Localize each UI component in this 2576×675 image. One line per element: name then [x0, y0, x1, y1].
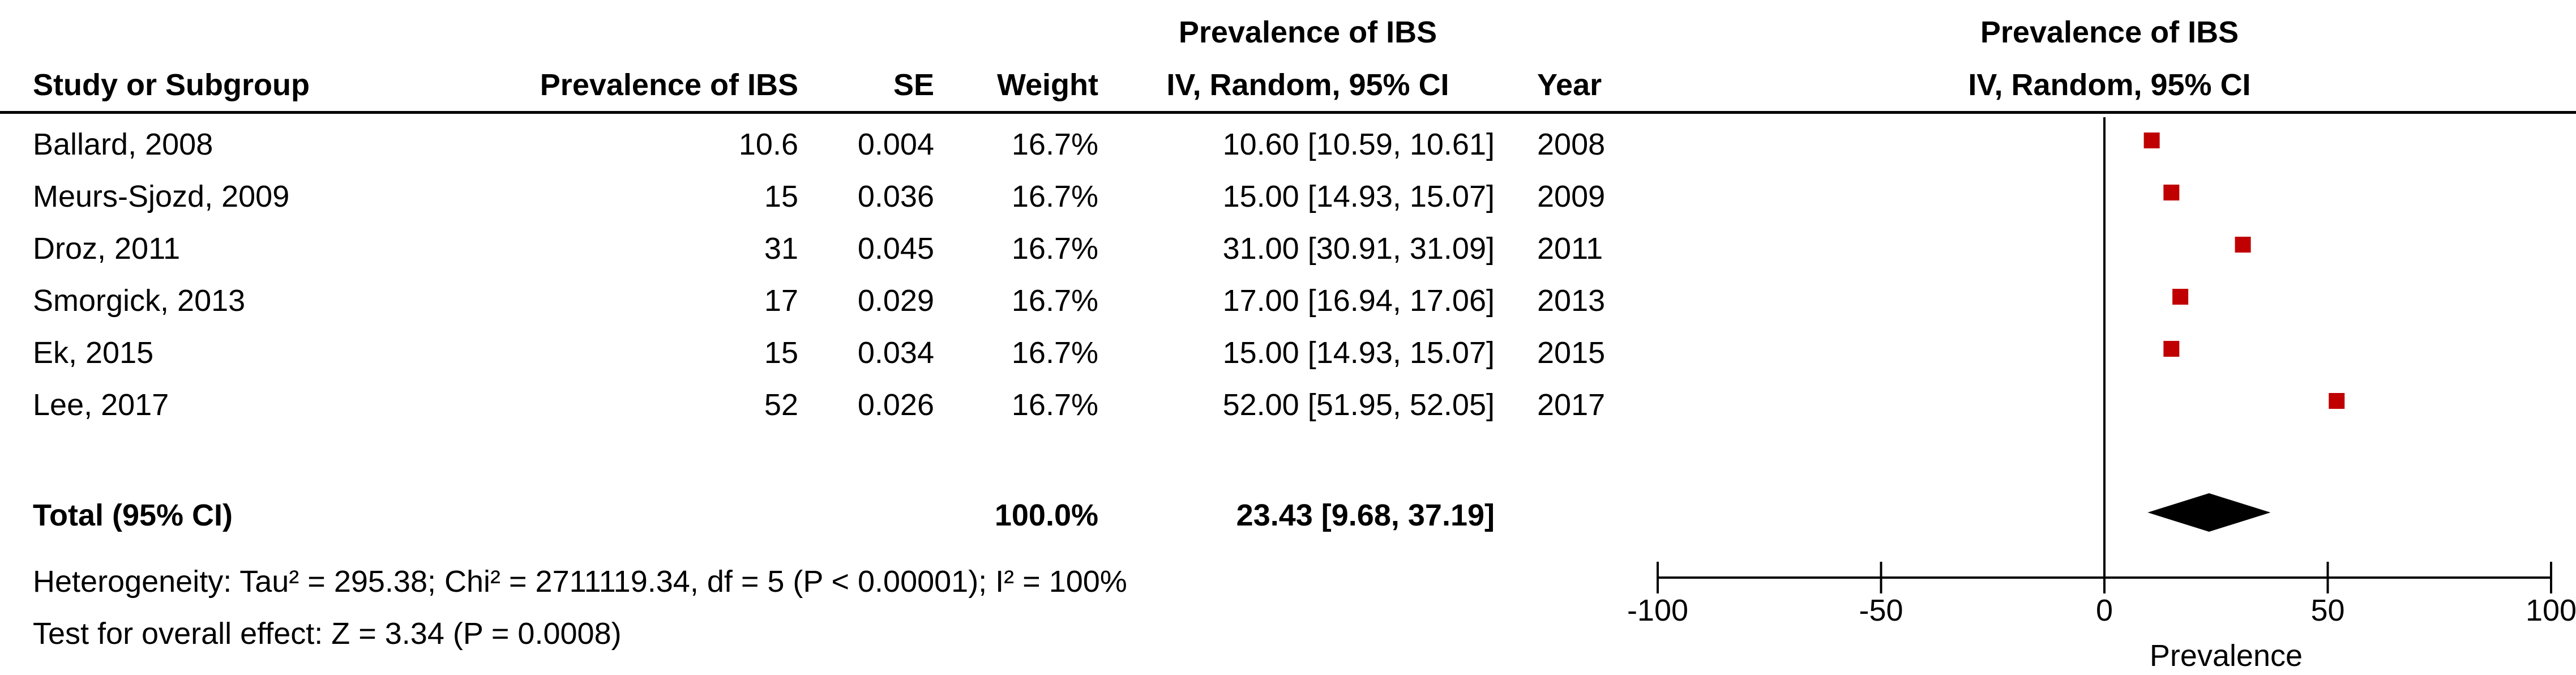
x-axis-tick-label: 100	[2526, 593, 2576, 627]
ci-value: 52.00 [51.95, 52.05]	[1222, 388, 1495, 422]
pooled-diamond	[2147, 493, 2271, 532]
study-marker	[2235, 237, 2251, 253]
weight-value: 16.7%	[1011, 284, 1098, 318]
plot-title: Prevalence of IBS	[1980, 15, 2239, 49]
year-value: 2008	[1537, 127, 1606, 161]
se-value: 0.036	[857, 180, 934, 213]
weight-value: 16.7%	[1011, 127, 1098, 161]
study-name: Smorgick, 2013	[33, 284, 246, 318]
prevalence-column-header: Prevalence of IBS	[540, 68, 798, 102]
x-axis-label: Prevalence	[2150, 639, 2303, 673]
se-value: 0.026	[857, 388, 934, 422]
prevalence-value: 15	[764, 336, 798, 370]
study-marker	[2163, 185, 2180, 200]
study-name: Ek, 2015	[33, 336, 154, 370]
x-axis-tick-label: 50	[2310, 593, 2344, 627]
se-column-header: SE	[893, 68, 934, 102]
heterogeneity-stats: Heterogeneity: Tau² = 295.38; Chi² = 271…	[33, 565, 1127, 599]
study-marker	[2163, 341, 2180, 357]
ci-value: 15.00 [14.93, 15.07]	[1222, 180, 1495, 213]
ci-value: 17.00 [16.94, 17.06]	[1222, 284, 1495, 318]
se-value: 0.029	[857, 284, 934, 318]
x-axis-tick-label: -50	[1859, 593, 1903, 627]
se-value: 0.034	[857, 336, 934, 370]
ci-value: 15.00 [14.93, 15.07]	[1222, 336, 1495, 370]
year-value: 2017	[1537, 388, 1606, 422]
study-marker	[2329, 393, 2345, 409]
ci-value: 31.00 [30.91, 31.09]	[1222, 232, 1495, 266]
se-value: 0.004	[857, 127, 934, 161]
header-rule	[0, 111, 2576, 114]
weight-value: 16.7%	[1011, 232, 1098, 266]
study-name: Meurs-Sjozd, 2009	[33, 180, 290, 213]
ci-value: 10.60 [10.59, 10.61]	[1222, 127, 1495, 161]
prevalence-value: 31	[764, 232, 798, 266]
year-column-header: Year	[1537, 68, 1602, 102]
year-value: 2013	[1537, 284, 1606, 318]
total-label: Total (95% CI)	[33, 498, 233, 532]
weight-column-header: Weight	[997, 68, 1098, 102]
ci-column-title: Prevalence of IBS	[1178, 15, 1437, 49]
study-name: Lee, 2017	[33, 388, 169, 422]
year-value: 2009	[1537, 180, 1606, 213]
year-value: 2015	[1537, 336, 1606, 370]
study-name: Ballard, 2008	[33, 127, 213, 161]
overall-effect-stats: Test for overall effect: Z = 3.34 (P = 0…	[33, 617, 622, 651]
study-column-header: Study or Subgroup	[33, 68, 310, 102]
weight-value: 16.7%	[1011, 336, 1098, 370]
prevalence-value: 15	[764, 180, 798, 213]
prevalence-value: 17	[764, 284, 798, 318]
year-value: 2011	[1537, 232, 1603, 266]
total-ci: 23.43 [9.68, 37.19]	[1236, 498, 1495, 532]
x-axis-tick-label: -100	[1627, 593, 1688, 627]
prevalence-value: 52	[764, 388, 798, 422]
study-name: Droz, 2011	[33, 232, 181, 266]
se-value: 0.045	[857, 232, 934, 266]
prevalence-value: 10.6	[738, 127, 798, 161]
weight-value: 16.7%	[1011, 180, 1098, 213]
weight-value: 16.7%	[1011, 388, 1098, 422]
total-weight: 100.0%	[994, 498, 1098, 532]
x-axis-tick-label: 0	[2096, 593, 2113, 627]
ci-column-subtitle: IV, Random, 95% CI	[1166, 68, 1449, 102]
plot-subtitle: IV, Random, 95% CI	[1968, 68, 2251, 102]
study-marker	[2172, 289, 2189, 305]
study-marker	[2143, 133, 2160, 148]
